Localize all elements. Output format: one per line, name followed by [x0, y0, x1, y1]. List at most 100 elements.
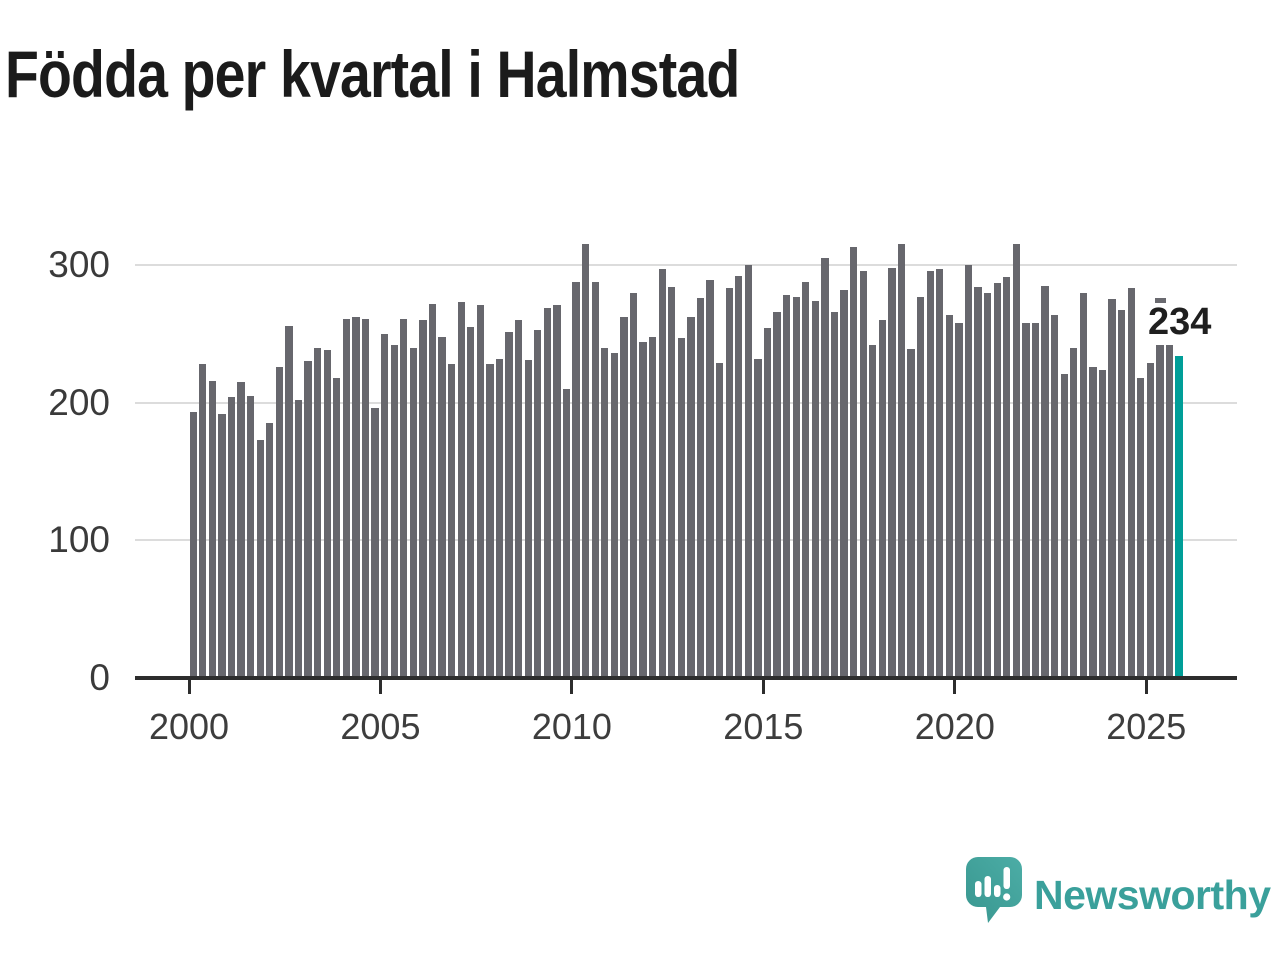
bar: [725, 288, 733, 678]
bar: [869, 344, 877, 678]
bar: [601, 347, 609, 678]
bar: [811, 300, 819, 678]
bar: [687, 317, 695, 678]
bar: [1022, 322, 1030, 678]
bar: [256, 439, 264, 678]
bar: [1003, 277, 1011, 678]
bar: [208, 380, 216, 678]
bar: [964, 265, 973, 678]
bar: [333, 377, 341, 678]
bar: [897, 244, 906, 678]
bar: [878, 320, 887, 678]
newsworthy-logo-text: Newsworthy: [1034, 872, 1271, 918]
bar: [677, 337, 685, 678]
bar: [352, 317, 360, 678]
bar: [658, 269, 666, 678]
bar: [572, 281, 580, 678]
x-tick-label-2000: 2000: [148, 706, 230, 747]
bar: [735, 276, 743, 678]
bar: [754, 358, 762, 678]
bar: [505, 332, 513, 678]
bar: [620, 317, 628, 678]
x-tick-2020: [953, 680, 957, 694]
bar: [534, 329, 542, 678]
bar: [304, 361, 312, 678]
bar: [275, 366, 283, 678]
bar: [850, 247, 858, 678]
y-tick-label-0: 0: [89, 657, 110, 698]
bar: [294, 399, 303, 678]
bar: [266, 423, 274, 678]
bar: [744, 265, 752, 678]
bar: [591, 281, 599, 678]
bar: [840, 289, 848, 678]
bar: [859, 270, 867, 678]
bar: [639, 342, 647, 678]
bar: [447, 364, 456, 678]
x-tick-2025: [1144, 680, 1148, 694]
bar: [955, 322, 963, 678]
bar: [1156, 344, 1164, 678]
bar: [1079, 292, 1088, 678]
x-tick-label-2015: 2015: [723, 706, 804, 747]
bar: [715, 362, 724, 678]
bar: [390, 344, 398, 678]
gridline-100: [135, 539, 1237, 542]
annotation-dash: [1155, 298, 1166, 303]
bar: [993, 282, 1001, 678]
bar: [888, 267, 896, 678]
highlight-value-label: 234: [1148, 301, 1212, 343]
bar: [926, 270, 934, 678]
bar: [917, 296, 925, 678]
bar: [1118, 310, 1126, 678]
highlighted-bar: [1175, 355, 1183, 678]
x-tick-label-2005: 2005: [340, 706, 421, 747]
bar: [1051, 314, 1059, 678]
bar: [907, 348, 915, 678]
bar: [984, 292, 992, 678]
bar: [237, 382, 245, 678]
bar: [553, 304, 561, 678]
x-tick-label-2025: 2025: [1106, 706, 1187, 747]
bar: [1089, 366, 1097, 678]
bar: [610, 353, 618, 678]
bar: [773, 311, 781, 678]
bar: [802, 281, 810, 678]
bar: [514, 320, 523, 678]
y-tick-label-300: 300: [48, 243, 110, 285]
bar: [821, 258, 829, 678]
bar: [543, 307, 551, 678]
bar: [1137, 377, 1145, 678]
bar: [830, 311, 839, 678]
bar: [1165, 344, 1174, 678]
bar: [400, 318, 408, 678]
bar: [438, 336, 446, 678]
bar: [486, 364, 494, 678]
bar: [1127, 288, 1135, 678]
bar: [409, 347, 417, 678]
bar: [1108, 299, 1116, 678]
bar: [285, 325, 293, 678]
x-tick-2015: [761, 680, 765, 694]
gridline-300: [135, 263, 1237, 266]
bar: [562, 388, 571, 678]
bar: [945, 314, 954, 678]
bar: [648, 336, 657, 678]
bar: [1031, 322, 1040, 678]
x-tick-2005: [378, 680, 382, 694]
bar: [763, 328, 772, 678]
y-tick-label-100: 100: [48, 519, 110, 561]
bar: [782, 295, 791, 678]
bar: [380, 333, 389, 678]
bar: [371, 408, 379, 678]
bar: [313, 347, 322, 678]
x-tick-2000: [187, 680, 191, 694]
bar: [1012, 244, 1021, 678]
bar: [1098, 369, 1107, 678]
x-tick-label-2020: 2020: [914, 706, 995, 747]
bar: [1041, 285, 1049, 678]
newsworthy-logo: Newsworthy: [966, 855, 1276, 930]
chart-title: Födda per kvartal i Halmstad: [5, 37, 740, 111]
bar: [457, 302, 465, 678]
